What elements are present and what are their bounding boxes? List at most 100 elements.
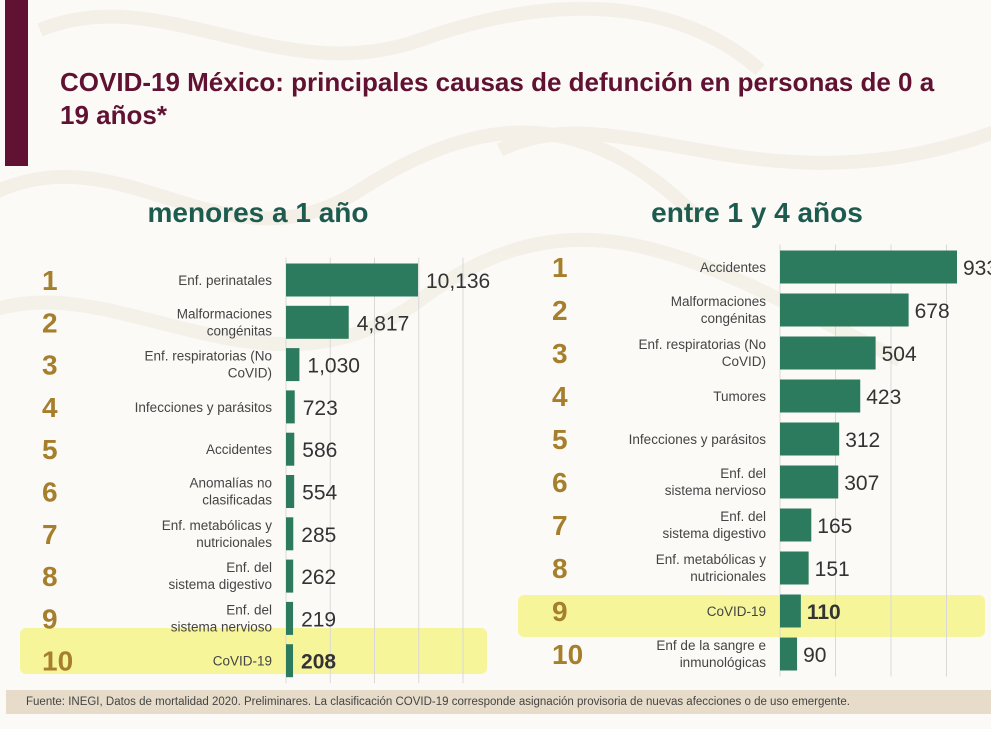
value-label: 586 [302, 439, 337, 462]
category-label: sistema digestivo [168, 577, 272, 592]
category-label: clasificadas [202, 493, 272, 508]
value-label: 262 [301, 566, 336, 589]
category-label: Enf. perinatales [178, 273, 272, 288]
category-label: Malformaciones [177, 306, 273, 321]
bar [286, 559, 294, 593]
category-label: Enf de la sangre e [656, 638, 766, 653]
bar [286, 644, 294, 678]
bar [286, 263, 418, 297]
category-label: sistema digestivo [662, 526, 766, 541]
rank-number: 7 [552, 510, 568, 541]
value-label: 151 [815, 558, 850, 581]
value-label: 1,030 [307, 355, 360, 378]
category-label: nutricionales [196, 535, 272, 550]
rank-number: 1 [42, 265, 58, 296]
bar [286, 348, 300, 382]
category-label: Infecciones y parásitos [135, 400, 273, 415]
rank-number: 8 [42, 561, 58, 592]
category-label: Accidentes [206, 442, 272, 457]
rank-number: 8 [552, 553, 568, 584]
category-label: Enf. respiratorias (No [144, 349, 272, 364]
rank-number: 10 [42, 646, 73, 677]
category-label: nutricionales [690, 569, 766, 584]
category-label: Malformaciones [671, 294, 767, 309]
rank-number: 5 [552, 424, 568, 455]
category-label: Anomalías no [189, 476, 272, 491]
bar [780, 551, 809, 585]
value-label: 678 [915, 300, 950, 323]
chart-heading: entre 1 y 4 años [651, 197, 863, 228]
accent-bar [5, 0, 28, 166]
rank-number: 10 [552, 639, 583, 670]
rank-number: 2 [552, 295, 568, 326]
rank-number: 7 [42, 519, 58, 550]
value-label: 165 [817, 515, 852, 538]
value-label: 90 [803, 644, 826, 667]
category-label: inmunológicas [680, 655, 767, 670]
highlight-band [20, 628, 487, 674]
category-label: sistema nervioso [665, 483, 766, 498]
chart-panel-1: menores a 1 año 1 Enf. perinatales 10,136 2 M… [20, 197, 490, 684]
rank-number: 6 [552, 467, 568, 498]
chart-panel-2: entre 1 y 4 años 1 Accidentes 933 2 Malformac… [518, 197, 991, 677]
category-label: Accidentes [700, 260, 766, 275]
bar [780, 422, 840, 456]
value-label: 723 [303, 397, 338, 420]
value-label: 423 [866, 386, 901, 409]
rank-number: 3 [552, 338, 568, 369]
bar [286, 517, 294, 551]
value-label: 933 [963, 257, 991, 280]
value-label: 312 [845, 429, 880, 452]
category-label: Enf. del [720, 509, 766, 524]
bar [780, 336, 876, 370]
category-label: Tumores [713, 389, 766, 404]
bar [780, 594, 801, 628]
bar [780, 637, 798, 671]
bar [780, 250, 957, 284]
rank-number: 6 [42, 477, 58, 508]
category-label: CoVID) [722, 354, 766, 369]
rank-number: 9 [552, 596, 568, 627]
highlight-band [518, 595, 985, 637]
value-label: 208 [301, 651, 336, 674]
rank-number: 9 [42, 603, 58, 634]
value-label: 110 [807, 601, 841, 624]
bar [286, 390, 295, 424]
bar [780, 293, 909, 327]
rank-number: 3 [42, 350, 58, 381]
bar [286, 601, 294, 635]
category-label: Enf. del [226, 602, 272, 617]
category-label: congénitas [207, 323, 273, 338]
value-label: 285 [301, 524, 336, 547]
source-footnote: Fuente: INEGI, Datos de mortalidad 2020.… [6, 690, 991, 714]
value-label: 219 [301, 608, 336, 631]
value-label: 4,817 [357, 312, 410, 335]
category-label: Enf. del [226, 560, 272, 575]
category-label: Enf. del [720, 466, 766, 481]
rank-number: 4 [42, 392, 58, 423]
category-label: sistema nervioso [171, 619, 272, 634]
value-label: 10,136 [426, 270, 490, 293]
rank-number: 5 [42, 434, 58, 465]
value-label: 504 [882, 343, 917, 366]
bar [286, 475, 295, 508]
rank-number: 4 [552, 381, 568, 412]
category-label: Enf. metabólicas y [162, 518, 273, 533]
category-label: Enf. respiratorias (No [638, 337, 766, 352]
bar [286, 305, 349, 339]
category-label: CoVID) [228, 366, 272, 381]
category-label: congénitas [701, 311, 767, 326]
rank-number: 2 [42, 307, 58, 338]
category-label: CoVID-19 [707, 604, 766, 619]
category-label: CoVID-19 [213, 654, 272, 669]
bar [780, 508, 812, 542]
bar [286, 432, 295, 466]
page-title: COVID-19 México: principales causas de d… [60, 67, 935, 130]
bar [780, 465, 839, 499]
category-label: Enf. metabólicas y [656, 552, 767, 567]
value-label: 307 [844, 472, 879, 495]
chart-heading: menores a 1 año [148, 197, 369, 228]
rank-number: 1 [552, 252, 568, 283]
